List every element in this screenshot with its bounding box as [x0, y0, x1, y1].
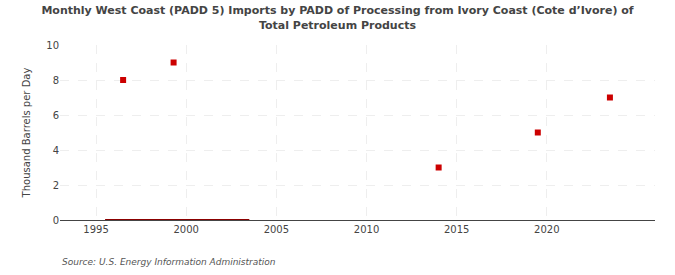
svg-text:2020: 2020 — [534, 224, 559, 235]
svg-text:2015: 2015 — [444, 224, 469, 235]
svg-text:Monthly West Coast (PADD 5) Im: Monthly West Coast (PADD 5) Imports by P… — [41, 4, 633, 31]
svg-text:4: 4 — [53, 145, 59, 156]
svg-text:2005: 2005 — [264, 224, 289, 235]
svg-text:Source: U.S. Energy Informatio: Source: U.S. Energy Information Administ… — [62, 257, 276, 267]
svg-text:2000: 2000 — [173, 224, 198, 235]
svg-text:10: 10 — [46, 40, 59, 51]
svg-text:0: 0 — [53, 215, 59, 226]
svg-text:6: 6 — [53, 110, 59, 121]
svg-text:1995: 1995 — [83, 224, 108, 235]
svg-text:2010: 2010 — [354, 224, 379, 235]
svg-text:8: 8 — [53, 75, 59, 86]
svg-text:Thousand Barrels per Day: Thousand Barrels per Day — [21, 68, 32, 199]
svg-text:2: 2 — [53, 180, 59, 191]
